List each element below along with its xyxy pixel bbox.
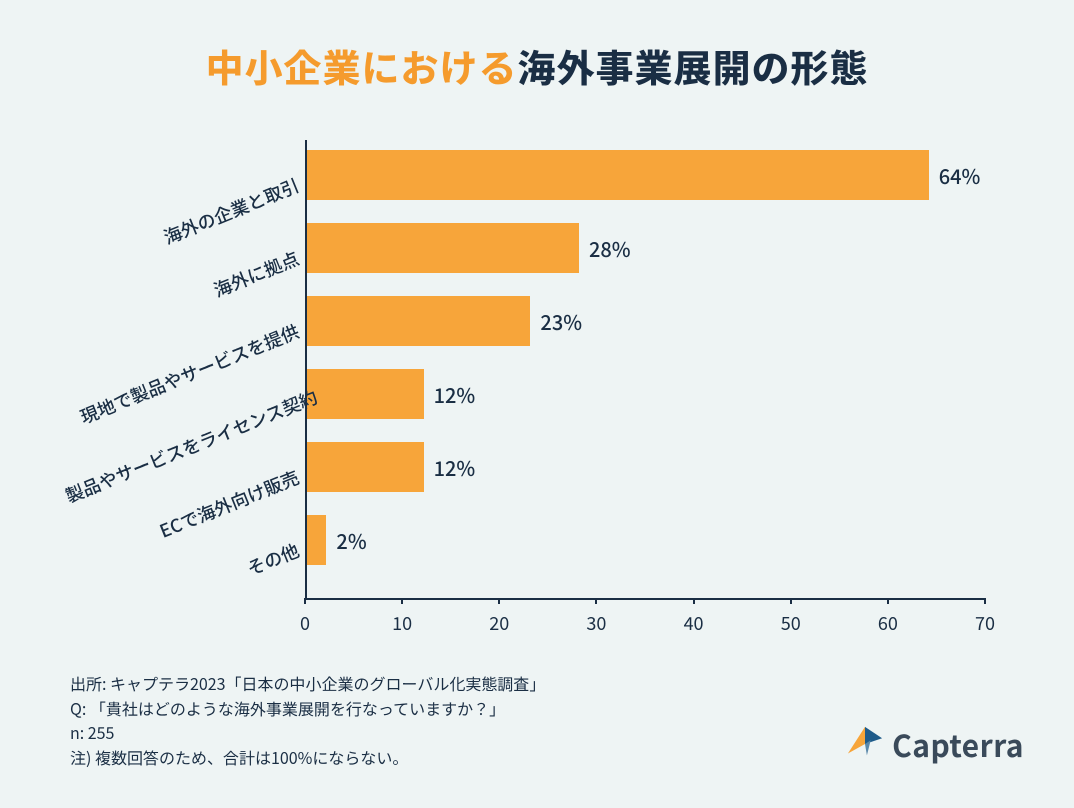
chart-title: 中小企業における海外事業展開の形態 <box>0 0 1074 93</box>
bar-row: 64% <box>307 150 980 200</box>
bar <box>307 150 929 200</box>
footer-question: Q: 「貴社はどのような海外事業展開を行なっていますか？」 <box>70 696 545 721</box>
capterra-arrow-icon <box>846 725 884 763</box>
bar-row: 12% <box>307 369 475 419</box>
bar-value-label: 28% <box>589 234 631 263</box>
x-tick: 50 <box>771 602 811 636</box>
bar-value-label: 23% <box>540 307 582 336</box>
title-part2: 海外事業展開の形態 <box>518 38 869 93</box>
x-tick: 0 <box>285 602 325 636</box>
bar-row: 28% <box>307 223 631 273</box>
title-part1: 中小企業における <box>205 38 517 93</box>
bar-value-label: 12% <box>434 380 476 409</box>
x-tick: 60 <box>868 602 908 636</box>
bar-row: 2% <box>307 515 367 565</box>
bar-value-label: 64% <box>939 161 981 190</box>
capterra-logo: Capterra <box>846 722 1024 766</box>
plot-area: 64% 28% 23% 12% 12% 2% <box>305 140 985 600</box>
x-tick: 30 <box>576 602 616 636</box>
bar <box>307 515 326 565</box>
footer-note: 注) 複数回答のため、合計は100%にならない。 <box>70 745 545 770</box>
footer-n: n: 255 <box>70 720 545 745</box>
chart-footer: 出所: キャプテラ2023「日本の中小企業のグローバル化実態調査」 Q: 「貴社… <box>70 671 545 770</box>
bar-value-label: 2% <box>336 526 366 555</box>
x-tick: 20 <box>479 602 519 636</box>
logo-text: Capterra <box>892 722 1024 766</box>
footer-source: 出所: キャプテラ2023「日本の中小企業のグローバル化実態調査」 <box>70 671 545 696</box>
bar <box>307 369 424 419</box>
bar-row: 12% <box>307 442 475 492</box>
x-tick: 10 <box>382 602 422 636</box>
bar-value-label: 12% <box>434 453 476 482</box>
bar-chart: 64%28%23%12%12%2% 海外の企業と取引海外に拠点現地で製品やサービ… <box>70 140 1010 650</box>
bar-row: 23% <box>307 296 582 346</box>
x-tick: 70 <box>965 602 1005 636</box>
bar <box>307 223 579 273</box>
bar <box>307 442 424 492</box>
bar <box>307 296 530 346</box>
x-tick: 40 <box>674 602 714 636</box>
